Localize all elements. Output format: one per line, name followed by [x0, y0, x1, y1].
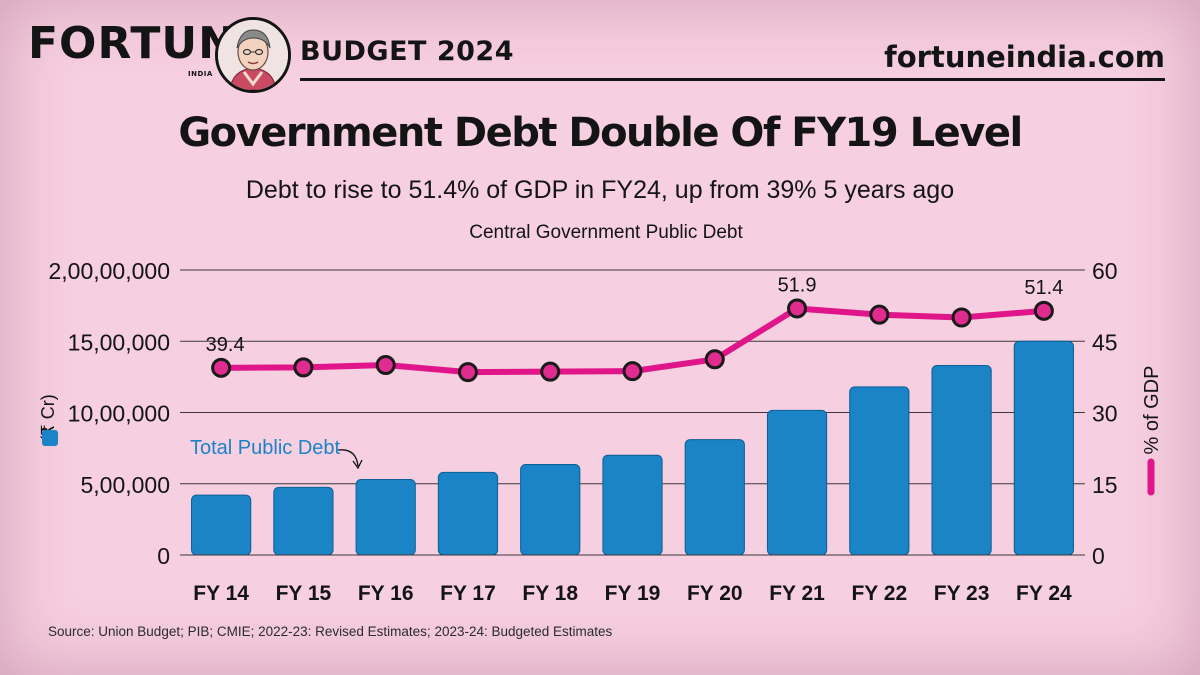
gdp-point [622, 361, 643, 382]
y-right-tick-label: 60 [1092, 258, 1118, 284]
header-divider [300, 78, 1165, 81]
x-tick-label: FY 22 [851, 582, 907, 605]
edition-label: BUDGET 2024 [300, 36, 514, 67]
y-right-tick-label: 45 [1092, 329, 1118, 355]
gdp-point [457, 362, 478, 383]
gdp-point [869, 304, 890, 325]
y-right-tick-label: 15 [1092, 472, 1118, 498]
gdp-point [293, 357, 314, 378]
x-tick-label: FY 19 [605, 582, 661, 605]
brand-sublabel: INDIA [188, 70, 213, 78]
bar-series-label: Total Public Debt [190, 437, 341, 459]
y-left-tick-label: 5,00,000 [80, 472, 170, 498]
headline-title: Government Debt Double Of FY19 Level [178, 110, 1023, 156]
bar [684, 439, 745, 556]
y-left-tick-label: 10,00,000 [68, 401, 170, 427]
y-right-axis-label: % of GDP [1141, 366, 1163, 455]
x-tick-label: FY 23 [934, 582, 990, 605]
gdp-point [704, 349, 725, 370]
bar [849, 386, 910, 556]
gdp-point [540, 361, 561, 382]
y-left-tick-label: 15,00,000 [68, 329, 170, 355]
gdp-data-label: 39.4 [206, 334, 245, 356]
y-left-tick-label: 0 [157, 543, 170, 569]
y-left-axis-label: (₹ Cr) [38, 394, 58, 441]
x-tick-label: FY 20 [687, 582, 743, 605]
x-tick-label: FY 21 [769, 582, 825, 605]
gdp-point [951, 307, 972, 328]
gdp-data-label: 51.9 [778, 274, 817, 296]
bar [520, 464, 581, 556]
header: FORTUNE INDIA BUDGET 2024 fortuneindia.c… [0, 0, 1200, 100]
headline-subtitle: Debt to rise to 51.4% of GDP in FY24, up… [245, 176, 955, 204]
x-tick-label: FY 16 [358, 582, 414, 605]
x-tick-label: FY 15 [276, 582, 332, 605]
gdp-point [787, 298, 808, 319]
chart-title: Central Government Public Debt [469, 222, 743, 243]
x-tick-label: FY 18 [522, 582, 578, 605]
gdp-data-label: 51.4 [1024, 277, 1063, 299]
portrait-illustration [215, 17, 291, 93]
bar-legend-swatch [42, 430, 58, 446]
bar [437, 471, 499, 556]
bar [931, 364, 992, 556]
x-tick-label: FY 14 [193, 582, 249, 605]
bar [191, 494, 252, 556]
source-note: Source: Union Budget; PIB; CMIE; 2022-23… [48, 624, 613, 639]
gdp-point [375, 355, 396, 375]
bar [355, 478, 416, 556]
bar [273, 486, 334, 556]
gdp-point [211, 357, 232, 378]
bar [766, 409, 828, 556]
bar [602, 454, 663, 556]
series-pointer-arrowhead [352, 459, 363, 470]
y-left-tick-label: 2,00,00,000 [48, 258, 170, 284]
site-link[interactable]: fortuneindia.com [884, 40, 1165, 74]
series-pointer-arrow [337, 449, 359, 467]
x-tick-label: FY 24 [1016, 582, 1072, 605]
gdp-point [1033, 300, 1054, 321]
y-right-tick-label: 30 [1092, 401, 1118, 427]
y-right-tick-label: 0 [1092, 543, 1105, 569]
bar [1013, 340, 1074, 556]
x-tick-label: FY 17 [440, 582, 496, 605]
